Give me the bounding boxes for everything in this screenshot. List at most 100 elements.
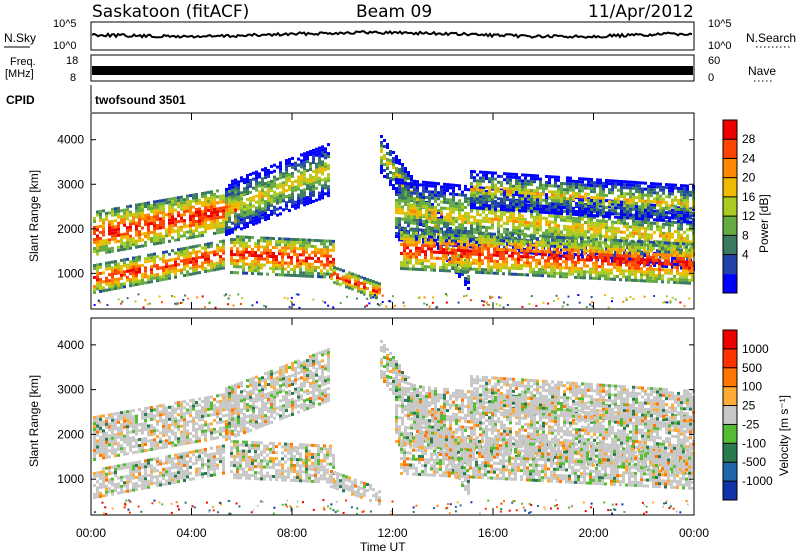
echo-cell [147, 207, 150, 211]
echo-cell [269, 251, 272, 255]
echo-cell [601, 268, 604, 272]
echo-cell [412, 228, 415, 232]
echo-cell [623, 224, 626, 228]
echo-cell [324, 162, 327, 166]
echo-cell [276, 192, 279, 196]
echo-cell [499, 269, 502, 273]
echo-cell [291, 180, 294, 184]
echo-cell [267, 184, 270, 187]
echo-cell [452, 186, 455, 190]
echo-cell [680, 233, 683, 237]
echo-cell [403, 243, 406, 247]
echo-cell [584, 203, 587, 206]
echo-cell [257, 269, 260, 273]
echo-cell [445, 263, 448, 267]
echo-cell [357, 274, 360, 278]
echo-cell [213, 204, 216, 208]
echo-cell [132, 271, 135, 275]
echo-cell [378, 285, 381, 289]
echo-cell [491, 198, 494, 202]
echo-cell [536, 207, 539, 211]
echo-cell [434, 190, 437, 194]
echo-cell [419, 204, 422, 208]
echo-cell [246, 189, 249, 192]
echo-cell [392, 187, 395, 190]
echo-cell [473, 203, 476, 207]
echo-cell [566, 191, 569, 195]
echo-cell [556, 272, 559, 275]
echo-cell [299, 265, 302, 269]
echo-cell [195, 244, 198, 248]
echo-cell [219, 206, 222, 210]
echo-cell [610, 253, 613, 257]
echo-cell [424, 268, 427, 272]
echo-cell [273, 196, 276, 200]
echo-cell [682, 263, 685, 267]
echo-cell [407, 212, 410, 216]
echo-cell [488, 189, 491, 193]
echo-cell [312, 178, 315, 182]
echo-cell [321, 190, 324, 194]
echo-cell [476, 191, 479, 195]
echo-cell [631, 254, 634, 258]
echo-cell [279, 164, 282, 168]
echo-cell [583, 249, 586, 253]
echo-cell [311, 265, 314, 269]
echo-cell [592, 243, 595, 247]
echo-cell [135, 262, 138, 265]
echo-cell [138, 239, 141, 243]
echo-cell [398, 211, 401, 215]
echo-cell [689, 240, 692, 244]
echo-cell [318, 191, 321, 195]
echo-cell [255, 206, 258, 210]
echo-cell [446, 198, 449, 202]
echo-cell [293, 271, 296, 274]
echo-cell [263, 239, 266, 243]
echo-cell [96, 210, 99, 214]
echo-cell [135, 203, 138, 207]
echo-cell [581, 207, 584, 211]
echo-cell [305, 256, 308, 260]
echo-cell [180, 253, 183, 257]
echo-cell [270, 197, 273, 201]
echo-cell [466, 243, 469, 247]
echo-cell [242, 259, 245, 263]
echo-cell [413, 182, 416, 186]
echo-cell [233, 262, 236, 266]
echo-cell [572, 219, 575, 223]
echo-cell [442, 248, 445, 252]
echo-cell [580, 243, 583, 247]
echo-cell [252, 213, 255, 217]
echo-cell [120, 221, 123, 225]
echo-cell [592, 270, 595, 274]
echo-cell [162, 222, 165, 226]
echo-cell [284, 261, 287, 265]
echo-cell [440, 191, 443, 195]
echo-cell [332, 260, 335, 264]
echo-cell [610, 241, 613, 245]
echo-cell [652, 267, 655, 271]
echo-cell [577, 270, 580, 273]
echo-cell [153, 230, 156, 234]
echo-cell [679, 260, 682, 264]
echo-cell [466, 255, 469, 259]
echo-cell [634, 263, 637, 267]
echo-cell [536, 228, 539, 232]
echo-cell [521, 223, 524, 227]
echo-cell [174, 217, 177, 221]
echo-cell [677, 239, 680, 243]
echo-cell [602, 222, 605, 226]
echo-cell [249, 196, 252, 200]
echo-cell [652, 255, 655, 259]
echo-cell [559, 245, 562, 249]
echo-cell [168, 221, 171, 225]
echo-cell [240, 179, 243, 183]
echo-cell [409, 255, 412, 259]
echo-cell [578, 186, 581, 190]
echo-cell [186, 206, 189, 210]
echo-cell [251, 254, 254, 257]
echo-cell [631, 242, 634, 246]
echo-cell [398, 196, 401, 200]
echo-cell [111, 231, 114, 235]
echo-cell [412, 243, 415, 247]
